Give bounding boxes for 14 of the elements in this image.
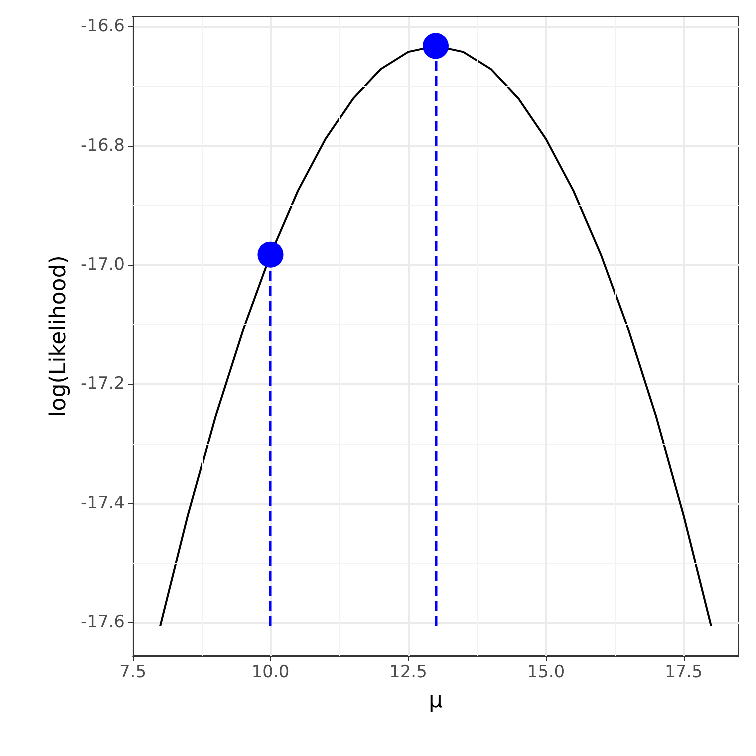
line-series: [160, 45, 712, 628]
y-tick-label: -16.6: [81, 16, 125, 37]
x-tick-label: 17.5: [664, 662, 703, 682]
x-tick-label: 12.5: [390, 662, 428, 682]
y-tick-label: -16.8: [81, 136, 125, 156]
y-tick-label: -17.2: [81, 374, 125, 394]
x-axis-title: μ: [429, 688, 443, 714]
x-tick-label: 15.0: [527, 662, 566, 682]
y-tick-label: -17.6: [81, 612, 125, 633]
y-tick-label: -17.4: [81, 493, 125, 514]
x-tick-label: 7.5: [119, 662, 147, 682]
y-axis-title: log(Likelihood): [46, 256, 72, 418]
y-tick-label: -17.0: [81, 254, 125, 275]
x-tick-label: 10.0: [252, 662, 290, 682]
